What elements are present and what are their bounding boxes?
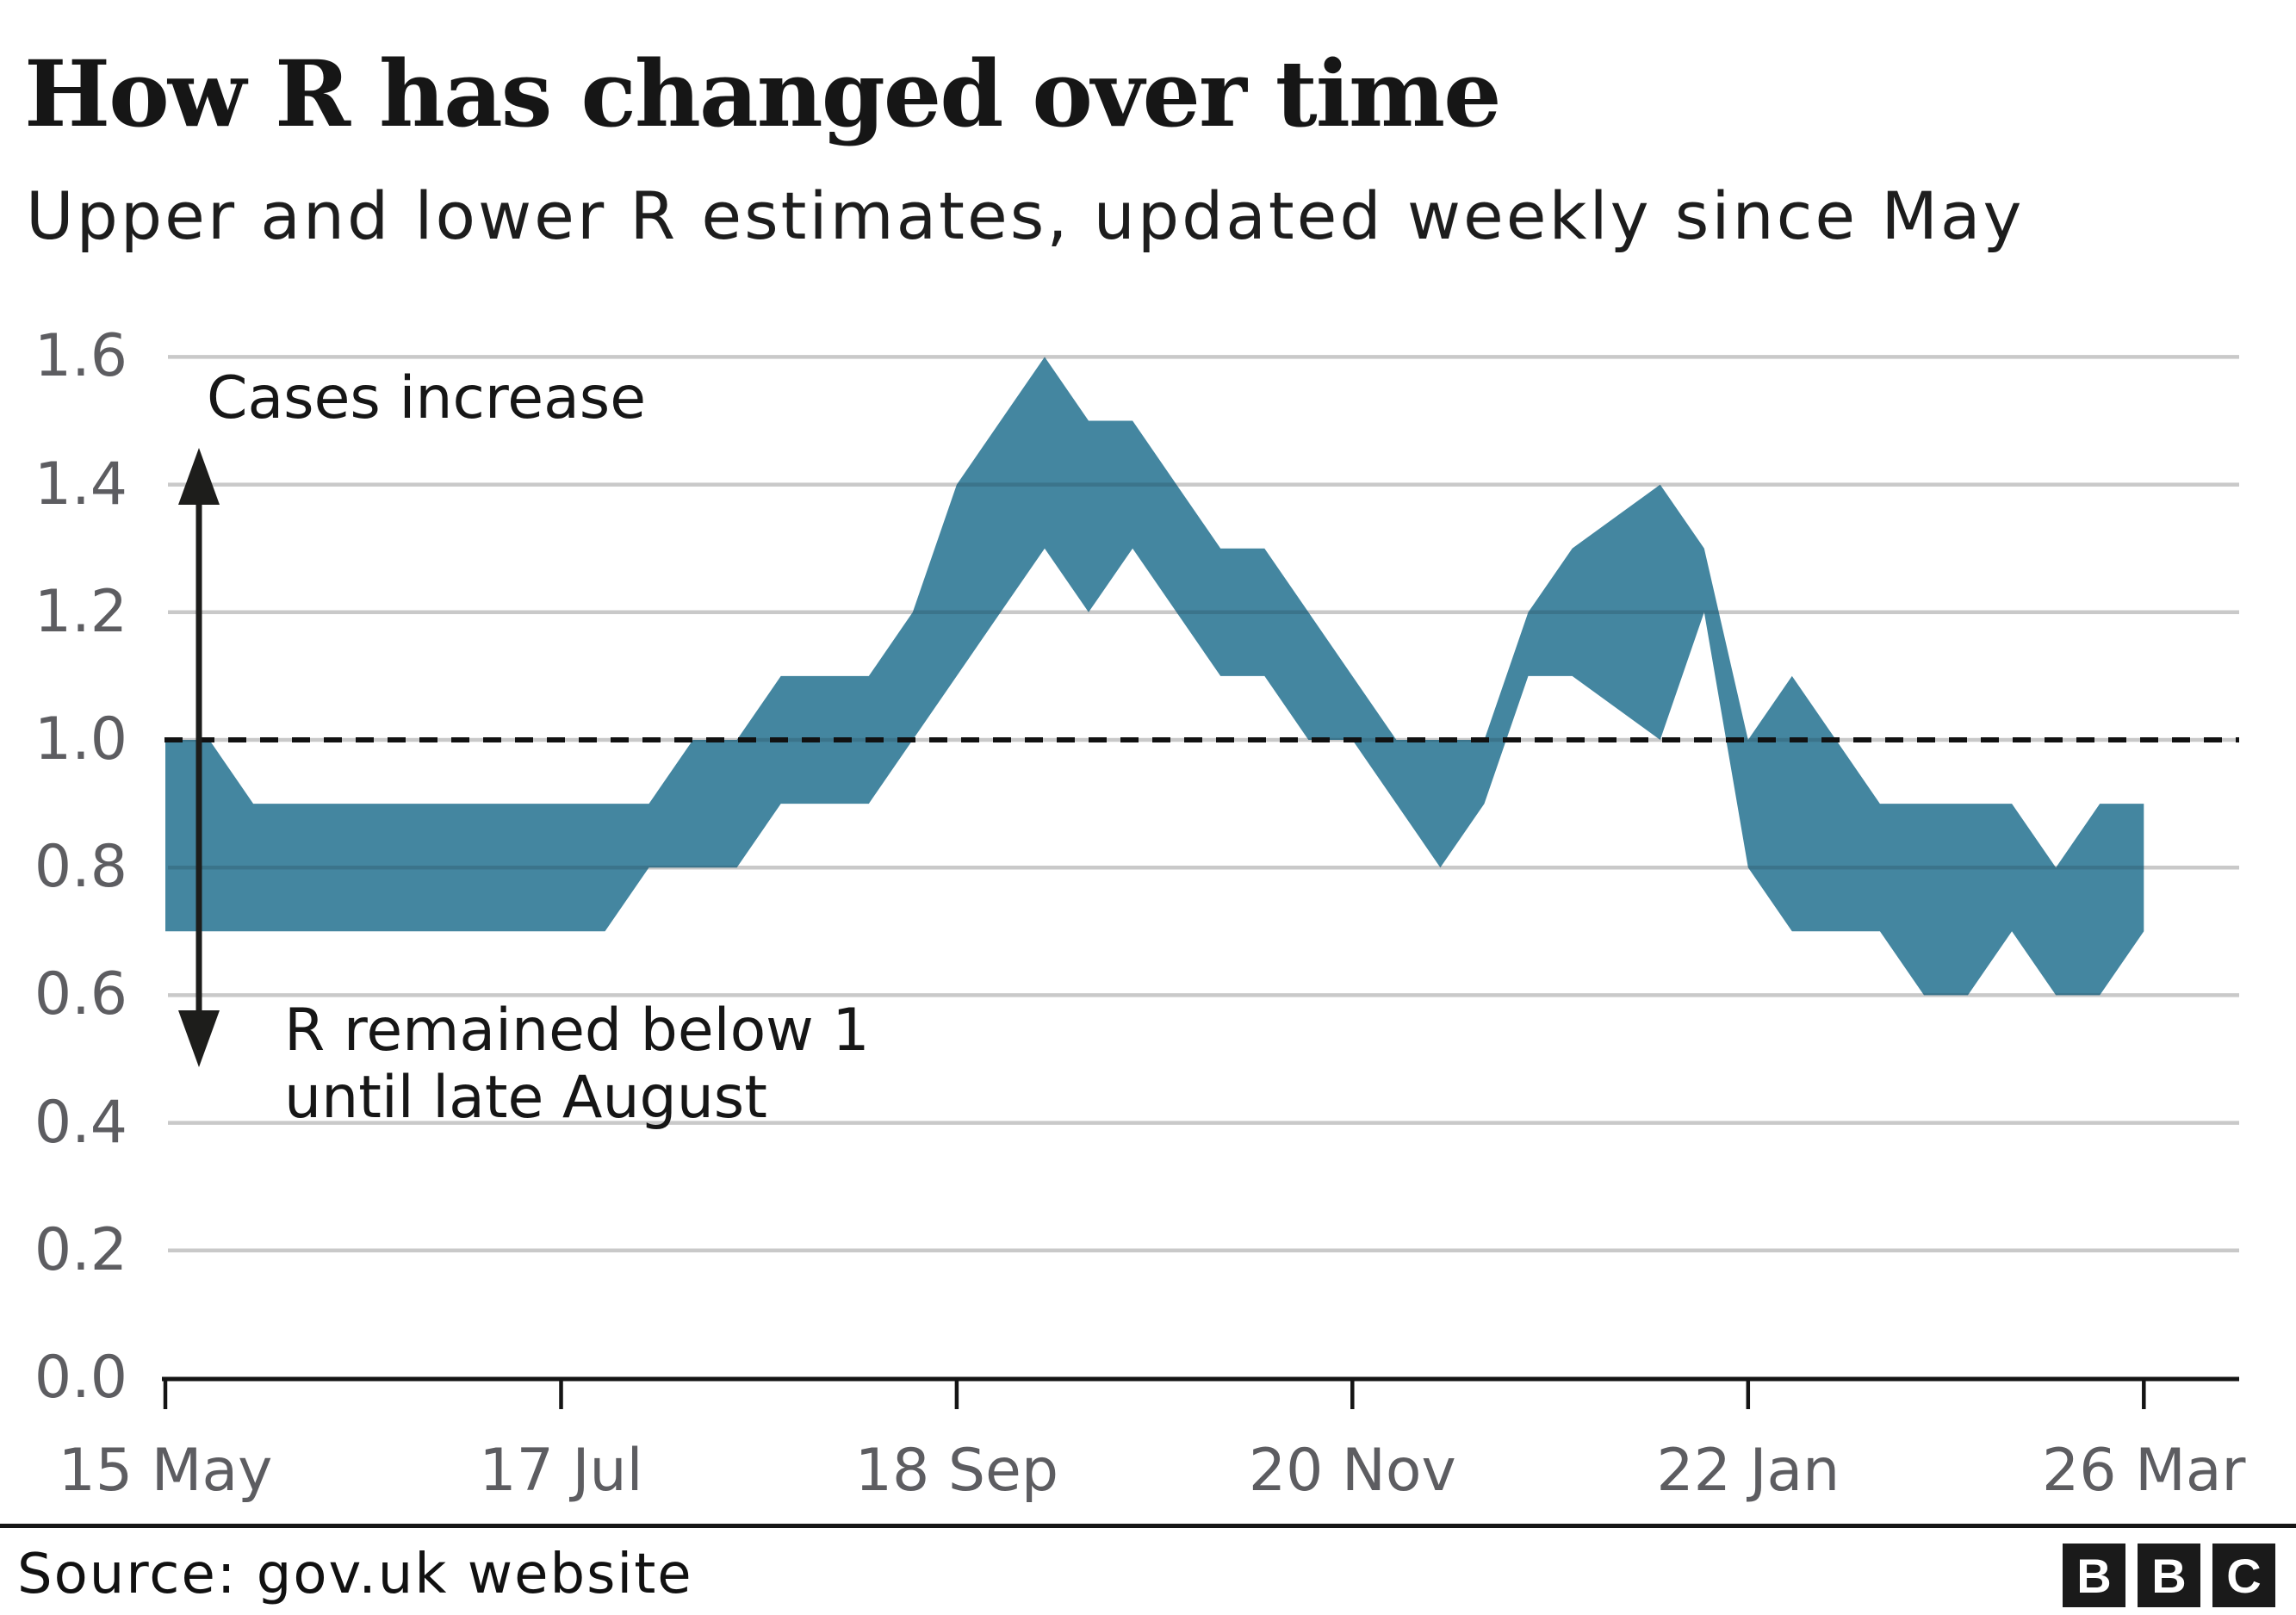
x-axis-tick-label: 15 May bbox=[58, 1437, 273, 1505]
bbc-logo-block-3: C bbox=[2212, 1544, 2275, 1607]
y-axis-tick-label: 1.6 bbox=[34, 322, 127, 391]
x-axis-ticks bbox=[163, 1379, 2146, 1409]
source-credit: Source: gov.uk website bbox=[17, 1543, 693, 1606]
bbc-logo-block-1: B bbox=[2063, 1544, 2125, 1607]
x-axis-tick-label: 20 Nov bbox=[1248, 1437, 1456, 1505]
x-axis-tick-label: 22 Jan bbox=[1656, 1437, 1840, 1505]
arrow-down-head bbox=[178, 1010, 220, 1067]
chart-subtitle: Upper and lower R estimates, updated wee… bbox=[26, 177, 2025, 254]
y-axis-tick-label: 0.6 bbox=[34, 960, 127, 1029]
y-axis-tick-label: 0.0 bbox=[34, 1344, 127, 1412]
bbc-logo-block-2: B bbox=[2138, 1544, 2200, 1607]
r-estimate-band bbox=[165, 357, 2144, 996]
footer-divider bbox=[0, 1524, 2296, 1528]
y-axis-tick-label: 1.2 bbox=[34, 577, 127, 646]
y-axis-tick-label: 0.4 bbox=[34, 1088, 127, 1157]
bbc-logo: B B C bbox=[2063, 1544, 2275, 1607]
y-axis-tick-label: 1.0 bbox=[34, 705, 127, 773]
chart-title: How R has changed over time bbox=[24, 40, 1502, 147]
annotation-cases-increase: Cases increase bbox=[207, 364, 647, 432]
x-axis-tick-label: 17 Jul bbox=[479, 1437, 643, 1505]
y-axis-tick-label: 0.2 bbox=[34, 1215, 127, 1284]
x-axis-tick-label: 26 Mar bbox=[2042, 1437, 2246, 1505]
x-axis-tick-label: 18 Sep bbox=[854, 1437, 1059, 1505]
arrow-up-head bbox=[178, 448, 220, 505]
annotation-below-one-line2: until late August bbox=[284, 1064, 767, 1132]
annotation-below-one-line1: R remained below 1 bbox=[284, 997, 870, 1065]
double-arrow bbox=[178, 448, 220, 1067]
y-axis-tick-label: 1.4 bbox=[34, 450, 127, 519]
y-axis-tick-label: 0.8 bbox=[34, 833, 127, 902]
